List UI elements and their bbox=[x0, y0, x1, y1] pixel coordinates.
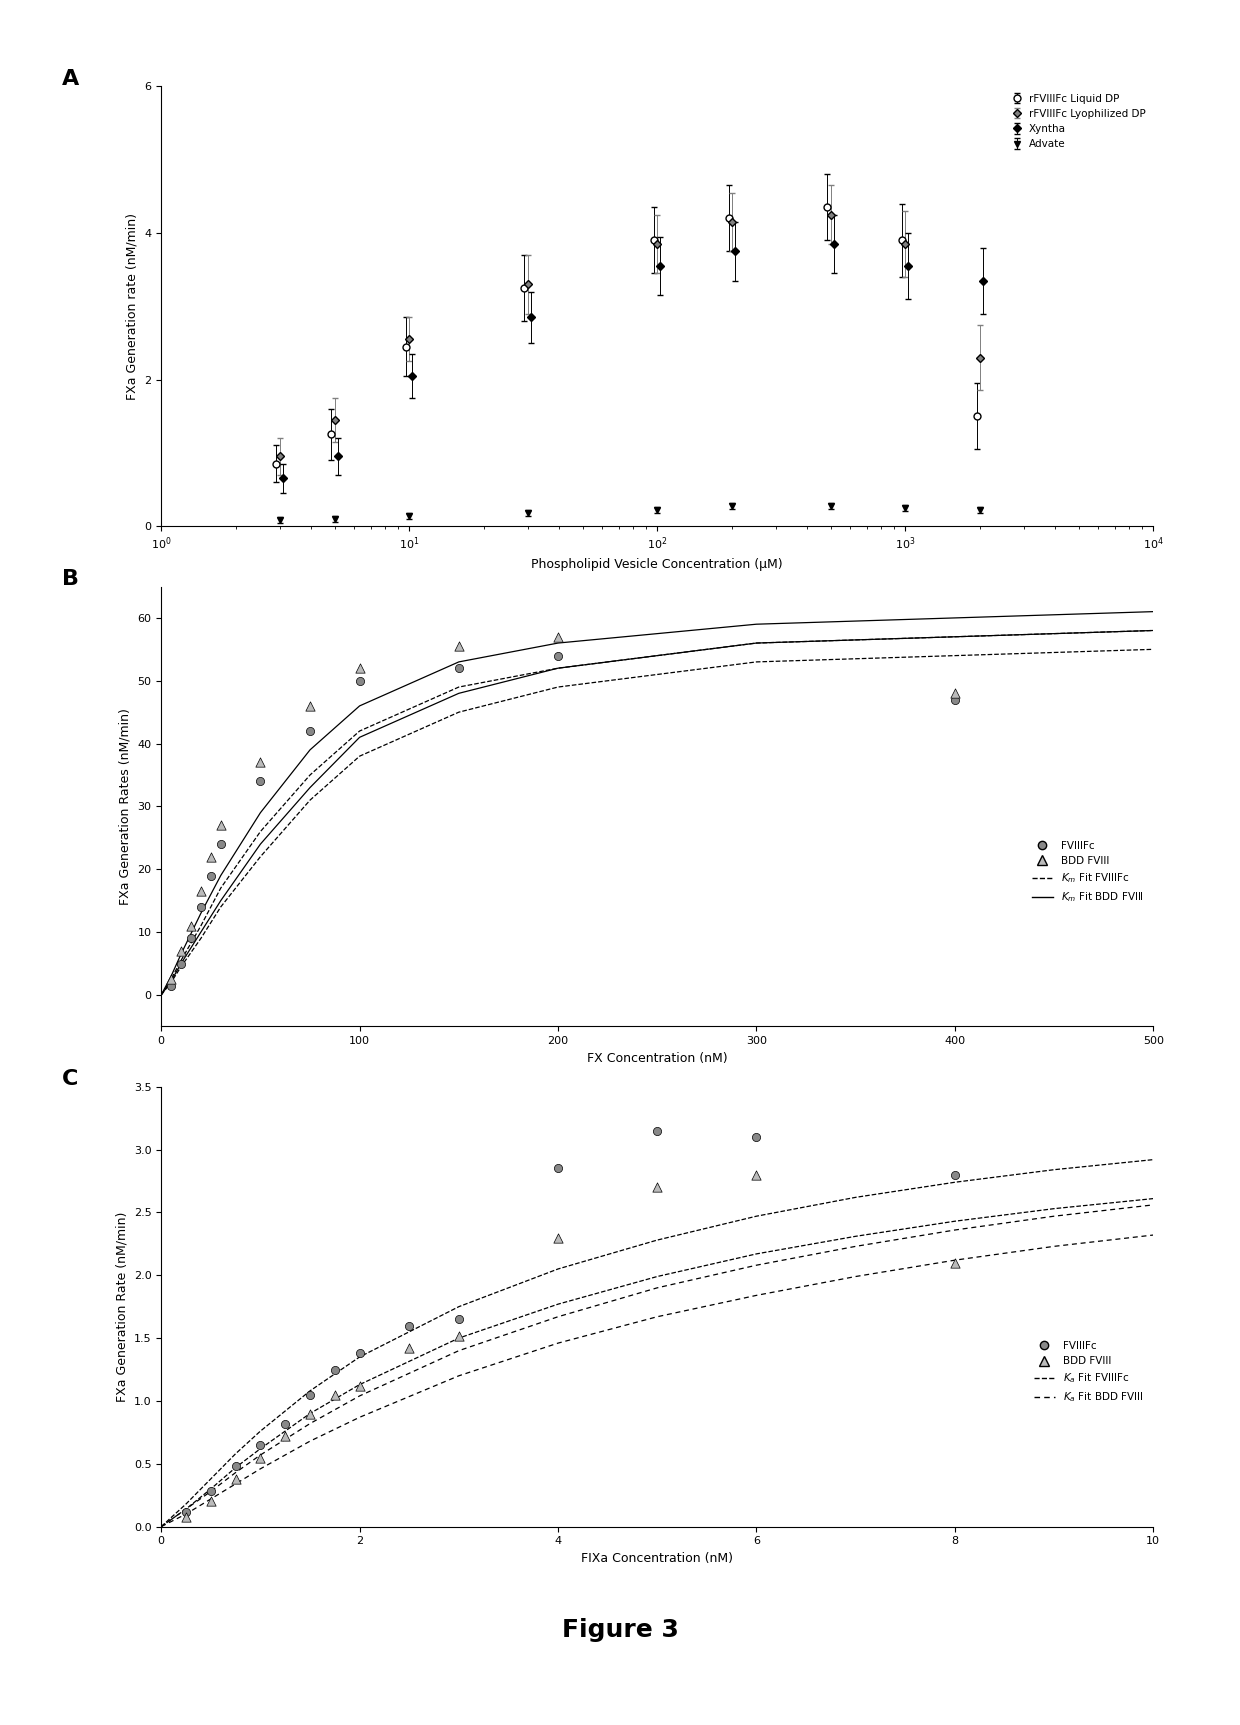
Point bbox=[449, 1306, 469, 1333]
Point bbox=[250, 1444, 270, 1471]
Point bbox=[161, 971, 181, 999]
Point bbox=[548, 1154, 568, 1182]
Point bbox=[399, 1311, 419, 1339]
Point bbox=[201, 1487, 221, 1515]
Legend: rFVIIIFc Liquid DP, rFVIIIFc Lyophilized DP, Xyntha, Advate: rFVIIIFc Liquid DP, rFVIIIFc Lyophilized… bbox=[1007, 91, 1148, 152]
Point bbox=[350, 668, 370, 695]
Point bbox=[945, 680, 965, 707]
Point bbox=[350, 654, 370, 681]
Legend: FVIIIFc, BDD FVIII, $K_m$ Fit FVIIIFc, $K_m$ Fit BDD FVlll: FVIIIFc, BDD FVIII, $K_m$ Fit FVIIIFc, $… bbox=[1028, 837, 1148, 907]
Point bbox=[176, 1497, 196, 1525]
Point bbox=[275, 1423, 295, 1451]
X-axis label: FIXa Concentration (nM): FIXa Concentration (nM) bbox=[582, 1552, 733, 1565]
Point bbox=[250, 768, 270, 795]
Y-axis label: FXa Generation Rates (nM/min): FXa Generation Rates (nM/min) bbox=[119, 707, 131, 906]
Point bbox=[945, 687, 965, 714]
Text: C: C bbox=[62, 1070, 78, 1088]
Point bbox=[746, 1161, 766, 1189]
Point bbox=[300, 718, 320, 745]
Point bbox=[191, 878, 211, 906]
Point bbox=[181, 925, 201, 952]
Point bbox=[325, 1380, 345, 1408]
Point bbox=[548, 1223, 568, 1251]
X-axis label: FX Concentration (nM): FX Concentration (nM) bbox=[587, 1052, 728, 1064]
Point bbox=[201, 1478, 221, 1506]
Point bbox=[300, 692, 320, 719]
Point bbox=[746, 1123, 766, 1151]
Point bbox=[250, 1432, 270, 1459]
Point bbox=[181, 913, 201, 940]
Point bbox=[171, 950, 191, 978]
Point bbox=[647, 1118, 667, 1145]
Point bbox=[449, 654, 469, 681]
Text: A: A bbox=[62, 69, 79, 88]
Y-axis label: FXa Generation rate (nM/min): FXa Generation rate (nM/min) bbox=[125, 212, 139, 400]
Point bbox=[945, 1161, 965, 1189]
Point bbox=[449, 633, 469, 661]
Point bbox=[300, 1380, 320, 1408]
Point bbox=[176, 1502, 196, 1530]
Point bbox=[211, 830, 231, 857]
Point bbox=[226, 1452, 246, 1480]
Point bbox=[325, 1356, 345, 1383]
Point bbox=[191, 894, 211, 921]
Point bbox=[226, 1465, 246, 1492]
Point bbox=[449, 1321, 469, 1349]
Point bbox=[945, 1249, 965, 1276]
Legend: FVIIIFc, BDD FVIII, $K_a$ Fit FVIIIFc, $K_a$ Fit BDD FVIII: FVIIIFc, BDD FVIII, $K_a$ Fit FVIIIFc, $… bbox=[1030, 1337, 1148, 1408]
Point bbox=[548, 623, 568, 650]
Point bbox=[201, 844, 221, 871]
Point bbox=[171, 937, 191, 964]
Point bbox=[275, 1409, 295, 1437]
Point bbox=[211, 811, 231, 838]
Point bbox=[161, 966, 181, 994]
Point bbox=[201, 862, 221, 890]
Point bbox=[300, 1399, 320, 1427]
Text: Figure 3: Figure 3 bbox=[562, 1618, 678, 1642]
Point bbox=[250, 749, 270, 776]
Text: B: B bbox=[62, 569, 79, 588]
Point bbox=[399, 1335, 419, 1363]
Y-axis label: FXa Generation Rate (nM/min): FXa Generation Rate (nM/min) bbox=[115, 1211, 128, 1402]
Point bbox=[350, 1371, 370, 1399]
X-axis label: Phospholipid Vesicle Concentration (μM): Phospholipid Vesicle Concentration (μM) bbox=[532, 557, 782, 571]
Point bbox=[647, 1173, 667, 1201]
Point bbox=[350, 1339, 370, 1366]
Point bbox=[548, 642, 568, 669]
